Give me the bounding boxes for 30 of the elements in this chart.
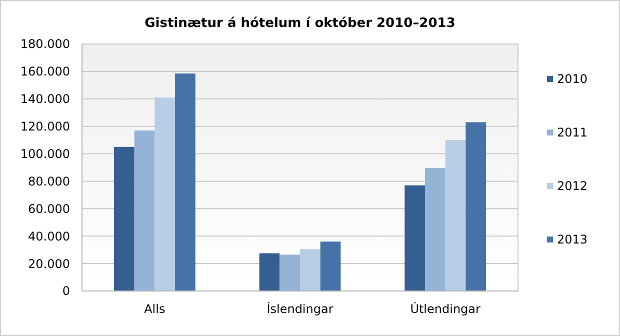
y-tick-label: 160.000 <box>20 64 70 79</box>
bar <box>259 253 280 291</box>
bar <box>424 168 446 291</box>
bar <box>466 122 486 291</box>
y-tick-label: 40.000 <box>28 229 70 244</box>
y-tick-label: 180.000 <box>20 37 70 52</box>
y-tick-label: 20.000 <box>28 256 70 271</box>
y-tick-label: 100.000 <box>20 146 70 161</box>
y-tick-label: 120.000 <box>20 120 70 134</box>
bar <box>300 249 320 291</box>
bar <box>154 98 176 291</box>
x-tick-label: Útlendingar <box>410 301 481 316</box>
y-tick-label: 60.000 <box>28 202 70 216</box>
chart-title: Gistinætur á hótelum í október 2010–2013 <box>144 16 456 31</box>
bar <box>175 74 196 291</box>
legend-label: 2012 <box>557 179 588 194</box>
bar <box>114 146 134 291</box>
legend-label: 2011 <box>557 126 588 140</box>
bar <box>280 254 300 291</box>
bar <box>134 130 155 291</box>
bar <box>320 242 341 291</box>
x-tick-label: Íslendingar <box>266 301 334 316</box>
bar <box>445 140 466 291</box>
legend-label: 2010 <box>557 72 588 86</box>
y-tick-label: 80.000 <box>28 174 70 188</box>
y-tick-label: 140.000 <box>20 92 70 106</box>
legend-label: 2013 <box>557 232 588 247</box>
x-tick-label: Alls <box>144 302 166 316</box>
bar <box>404 185 425 291</box>
y-tick-label: 0 <box>62 284 70 298</box>
